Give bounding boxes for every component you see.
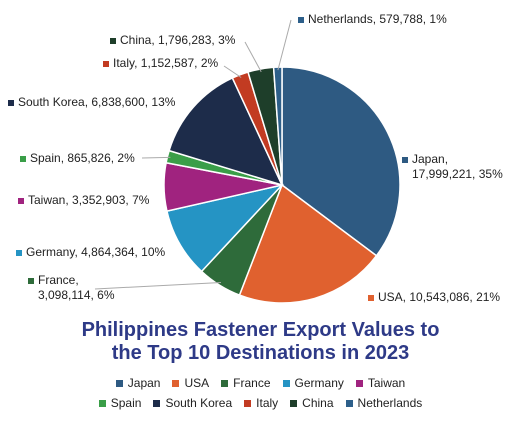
legend-item: Spain [98, 396, 142, 410]
legend-swatch [98, 399, 106, 407]
label-marker [103, 61, 109, 67]
legend-swatch [172, 379, 180, 387]
data-label: Japan, 17,999,221, 35% [412, 152, 503, 181]
legend-label: China [302, 396, 334, 410]
legend-swatch [221, 379, 229, 387]
legend-item: Italy [244, 396, 278, 410]
legend-swatch [345, 399, 353, 407]
data-label: Netherlands, 579,788, 1% [308, 12, 447, 26]
leader-line [223, 65, 242, 78]
legend-item: USA [172, 376, 209, 390]
legend-label: Taiwan [367, 376, 406, 390]
legend-swatch [290, 399, 298, 407]
data-label: France, 3,098,114, 6% [38, 273, 115, 302]
legend-swatch [115, 379, 123, 387]
legend-swatch [153, 399, 161, 407]
legend-swatch [355, 379, 363, 387]
legend-label: Japan [127, 376, 161, 390]
data-label: South Korea, 6,838,600, 13% [18, 95, 176, 109]
data-label: Italy, 1,152,587, 2% [113, 56, 219, 70]
data-label: China, 1,796,283, 3% [120, 33, 236, 47]
pie-slice [281, 66, 401, 257]
legend-swatch [282, 379, 290, 387]
legend-label: South Korea [165, 396, 233, 410]
label-marker [20, 156, 26, 162]
label-marker [18, 198, 24, 204]
pie-slice [168, 76, 284, 187]
chart-title: Philippines Fastener Export Values to th… [81, 319, 440, 364]
legend-item: China [290, 396, 334, 410]
data-label: Germany, 4,864,364, 10% [26, 245, 166, 259]
label-marker [16, 250, 22, 256]
legend-item: Taiwan [355, 376, 406, 390]
legend-item: Japan [115, 376, 161, 390]
legend-label: Netherlands [357, 396, 423, 410]
legend-label: Italy [256, 396, 279, 410]
data-label: USA, 10,543,086, 21% [378, 290, 501, 304]
pie-slice [272, 66, 283, 186]
legend-item: France [221, 376, 271, 390]
legend-item: Netherlands [345, 396, 423, 410]
label-marker [368, 295, 374, 301]
pie-slice [238, 183, 378, 304]
legend-label: USA [184, 376, 210, 390]
legend-item: Germany [282, 376, 344, 390]
label-marker [298, 17, 304, 23]
leader-line [277, 19, 292, 71]
legend-label: Spain [110, 396, 142, 410]
legend-swatch [244, 399, 252, 407]
leader-line [141, 156, 171, 159]
data-label: Taiwan, 3,352,903, 7% [28, 193, 150, 207]
legend-label: Germany [294, 376, 344, 390]
legend-item: South Korea [153, 396, 232, 410]
leader-line [244, 41, 262, 73]
leader-line [94, 281, 222, 290]
label-marker [8, 100, 14, 106]
label-marker [28, 278, 34, 284]
label-marker [402, 157, 408, 163]
legend-label: France [233, 376, 271, 390]
legend: Japan USA France Germany Taiwan Spain South Ko… [0, 376, 521, 410]
chart-title-box: Philippines Fastener Export Values to th… [0, 319, 521, 365]
label-marker [110, 38, 116, 44]
data-label: Spain, 865,826, 2% [30, 151, 135, 165]
